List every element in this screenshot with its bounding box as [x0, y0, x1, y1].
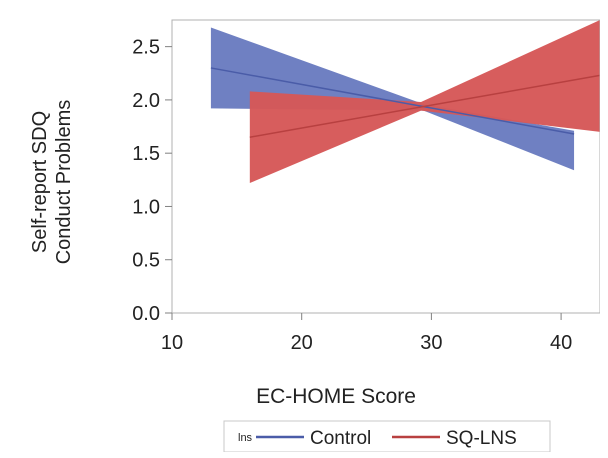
- legend: lns Control SQ-LNS: [223, 420, 551, 452]
- y-tick-label: 2.5: [132, 37, 160, 59]
- y-axis-label-line-1: Self-report SDQ: [29, 111, 51, 253]
- y-tick-label: 0.5: [132, 250, 160, 272]
- x-tick-label: 20: [291, 332, 313, 354]
- plot-border: [171, 19, 600, 314]
- legend-label-control: Control: [310, 428, 371, 449]
- y-axis-label-line-2: Conduct Problems: [53, 100, 75, 265]
- x-axis-label: EC-HOME Score: [256, 385, 416, 408]
- confidence-bands: [210, 20, 600, 184]
- line-control: [210, 67, 575, 135]
- y-tick-label: 1.5: [132, 143, 160, 165]
- legend-label-sq-lns: SQ-LNS: [446, 428, 517, 449]
- x-tick-label: 10: [161, 332, 183, 354]
- axes: [171, 19, 600, 314]
- legend-title: lns: [238, 432, 253, 444]
- x-axis-ticks: 10 20 30 40: [161, 313, 572, 354]
- chart-frame: 10 20 30 40 0.0 0.5 1.0 1.5 2.0 2.5 EC-HOME Scor…: [8, 8, 600, 452]
- y-tick-label: 1.0: [132, 196, 160, 218]
- y-tick-label: 2.0: [132, 90, 160, 112]
- line-sq-lns: [249, 74, 600, 138]
- y-axis-ticks: 0.0 0.5 1.0 1.5 2.0 2.5: [132, 37, 172, 325]
- y-tick-label: 0.0: [132, 303, 160, 325]
- series-lines: [210, 67, 600, 138]
- x-tick-label: 30: [420, 332, 442, 354]
- band-sq-lns: [249, 20, 600, 184]
- y-axis-label: Self-report SDQ Conduct Problems: [29, 100, 75, 265]
- x-tick-label: 40: [550, 332, 572, 354]
- band-control: [210, 27, 575, 171]
- chart: 10 20 30 40 0.0 0.5 1.0 1.5 2.0 2.5 EC-HOME Scor…: [29, 19, 600, 452]
